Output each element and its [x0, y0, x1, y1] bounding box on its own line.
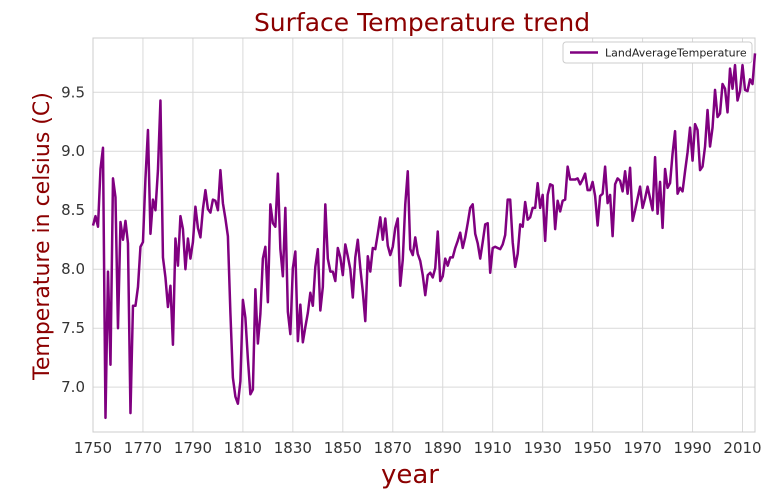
plot-frame — [92, 37, 756, 433]
y-tick-label: 7.0 — [61, 378, 85, 396]
chart-title: Surface Temperature trend — [254, 8, 590, 37]
y-tick-label: 7.5 — [61, 319, 85, 337]
series-line-land-average-temperature — [91, 53, 757, 420]
x-tick-label: 1750 — [74, 439, 112, 457]
x-tick-labels: 1750 1770 1790 1810 1830 1850 1870 1890 1910 1930… — [74, 439, 762, 457]
y-tick-label: 8.0 — [61, 260, 85, 278]
x-tick-label: 1910 — [474, 439, 512, 457]
x-tick-label: 1770 — [124, 439, 162, 457]
legend: LandAverageTemperature — [562, 41, 753, 64]
y-tick-label: 8.5 — [61, 201, 85, 219]
x-tick-label: 1930 — [524, 439, 562, 457]
x-tick-label: 1850 — [324, 439, 362, 457]
x-tick-label: 1950 — [574, 439, 612, 457]
x-tick-label: 1810 — [224, 439, 262, 457]
x-tick-label: 1790 — [174, 439, 212, 457]
y-tick-label: 9.5 — [61, 83, 85, 101]
grid-lines — [92, 38, 755, 432]
x-tick-label: 2010 — [723, 439, 761, 457]
x-tick-label: 1890 — [424, 439, 462, 457]
legend-box — [562, 41, 753, 64]
x-tick-label: 1830 — [274, 439, 312, 457]
x-tick-label: 1870 — [374, 439, 412, 457]
x-axis-label: year — [381, 460, 439, 490]
y-tick-label: 9.0 — [61, 142, 85, 160]
series-layer — [91, 53, 757, 420]
legend-entry-label: LandAverageTemperature — [605, 47, 747, 60]
x-tick-label: 1990 — [673, 439, 711, 457]
x-tick-label: 1970 — [623, 439, 661, 457]
y-axis-label: Temperature in celsius (C) — [30, 92, 55, 381]
y-tick-labels: 7.0 7.5 8.0 8.5 9.0 9.5 — [61, 83, 85, 396]
